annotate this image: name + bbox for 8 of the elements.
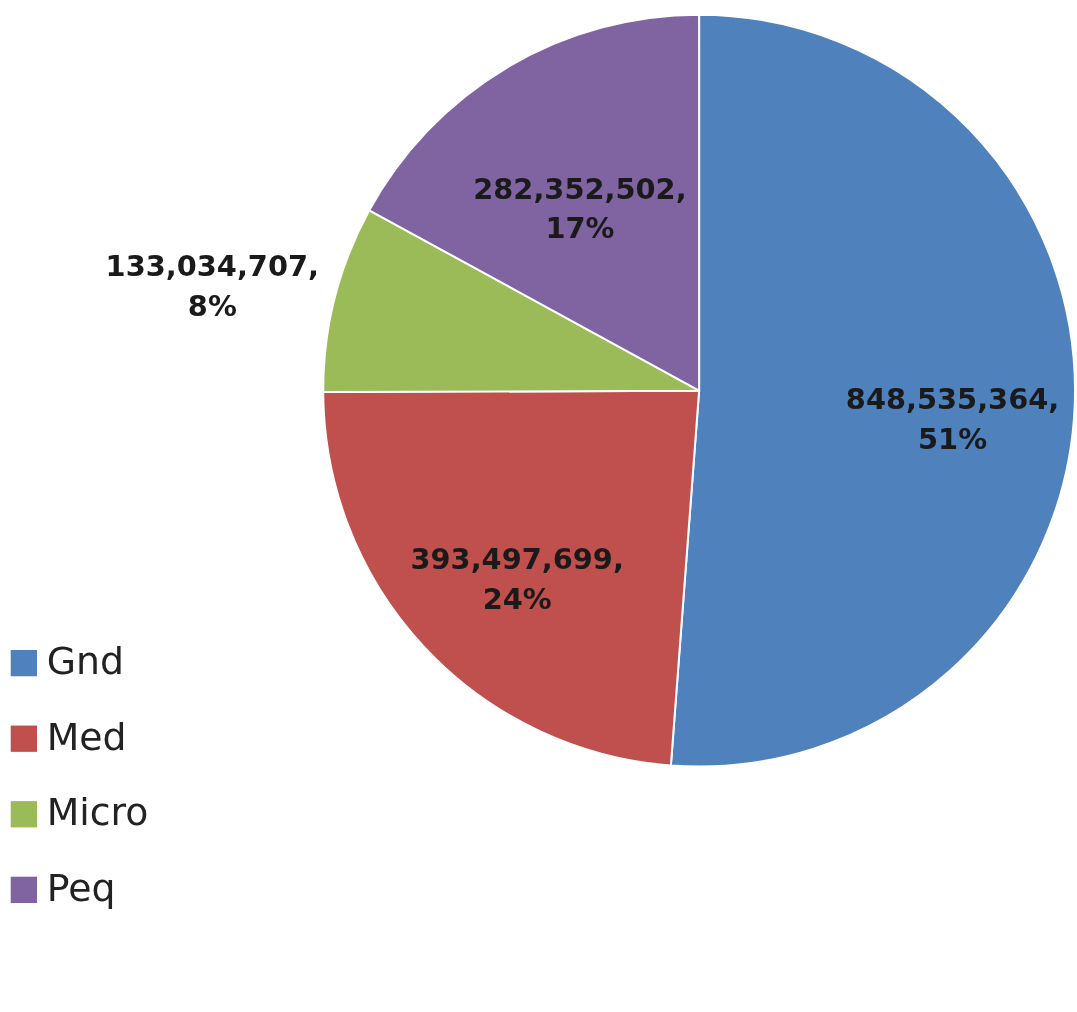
- data-label: 133,034,707, 8%: [105, 249, 319, 323]
- legend-label: Med: [46, 714, 127, 759]
- data-label: 393,497,699, 24%: [410, 542, 624, 616]
- data-label: 848,535,364, 51%: [845, 382, 1060, 456]
- legend-label: Micro: [46, 790, 149, 835]
- legend-label: Gnd: [46, 639, 124, 684]
- legend-label: Peq: [46, 865, 116, 910]
- data-label: 282,352,502, 17%: [473, 171, 687, 246]
